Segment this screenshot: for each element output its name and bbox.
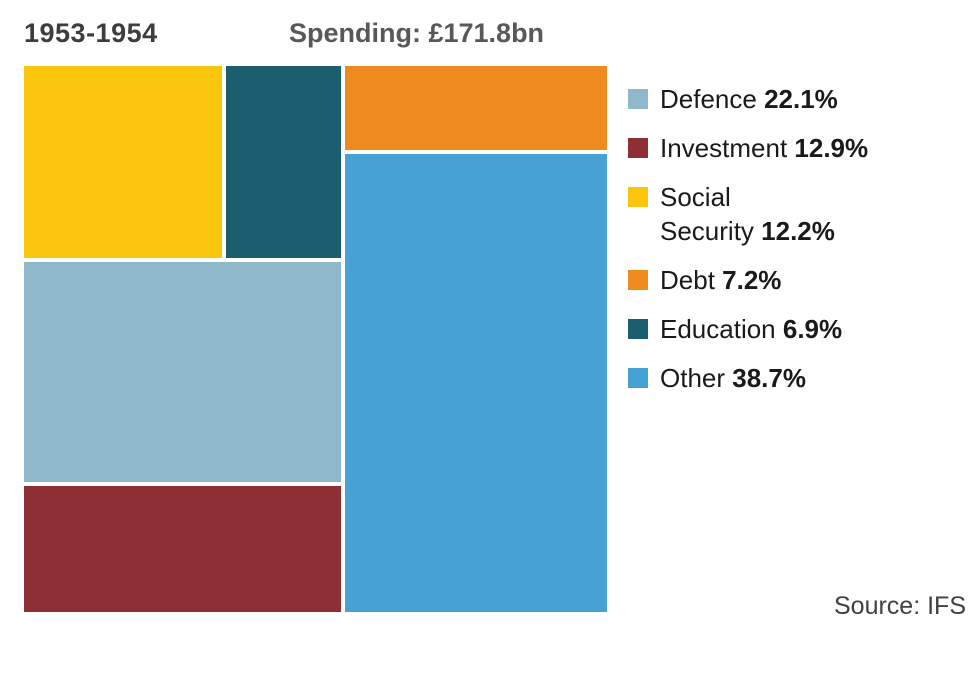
treemap-tile-other [344, 154, 607, 612]
legend-label-social-security: Social Security 12.2% [660, 182, 835, 246]
legend-item-education: Education 6.9% [628, 312, 958, 346]
legend-value-other: 38.7% [732, 363, 806, 393]
legend-label-defence: Defence 22.1% [660, 84, 838, 114]
legend-value-investment: 12.9% [794, 133, 869, 163]
legend-item-social-security: Social Security 12.2% [628, 180, 958, 248]
source-label: Source: IFS [834, 592, 966, 620]
legend-label-debt: Debt 7.2% [660, 265, 782, 295]
legend-item-investment: Investment 12.9% [628, 131, 958, 165]
legend-value-defence: 22.1% [764, 84, 838, 114]
legend-swatch-debt [628, 270, 648, 290]
legend-swatch-investment [628, 138, 648, 158]
treemap-tile-social-security [24, 66, 222, 258]
chart-period-title: 1953-1954 [24, 18, 158, 48]
legend-swatch-education [628, 319, 648, 339]
treemap-tile-debt [344, 66, 607, 150]
legend-label-education: Education 6.9% [660, 314, 843, 344]
legend-item-other: Other 38.7% [628, 361, 958, 395]
legend-item-defence: Defence 22.1% [628, 82, 958, 116]
legend-swatch-defence [628, 89, 648, 109]
chart-spending-subtitle: Spending: £171.8bn [289, 18, 545, 48]
chart-legend: Defence 22.1% Investment 12.9% Social Secu… [628, 82, 958, 410]
treemap-tile-defence [24, 262, 341, 482]
treemap-tile-investment [24, 485, 341, 612]
legend-swatch-social-security [628, 187, 648, 207]
treemap-area [24, 66, 607, 612]
legend-label-investment: Investment 12.9% [660, 133, 869, 163]
legend-value-education: 6.9% [782, 314, 843, 344]
legend-swatch-other [628, 368, 648, 388]
legend-value-social-security: 12.2% [761, 216, 835, 246]
legend-label-other: Other 38.7% [660, 363, 806, 393]
legend-value-debt: 7.2% [722, 265, 782, 295]
treemap-tile-education [226, 66, 342, 258]
legend-item-debt: Debt 7.2% [628, 263, 958, 297]
